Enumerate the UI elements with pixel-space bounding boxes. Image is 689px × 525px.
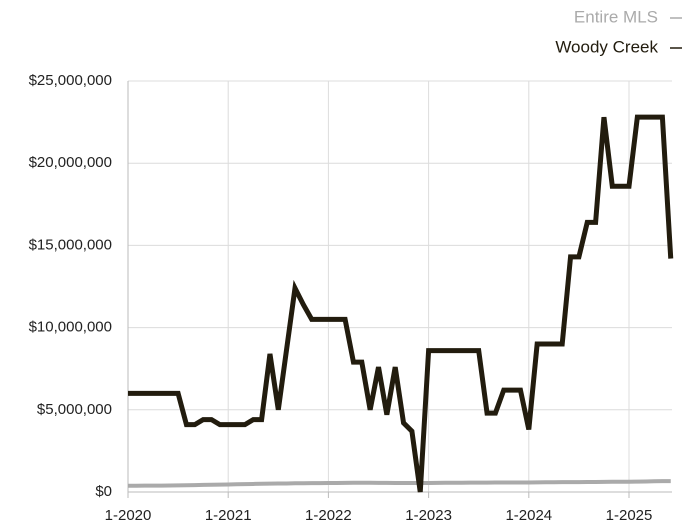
x-tick-label: 1-2020 [105, 507, 152, 524]
x-tick-label: 1-2025 [606, 507, 653, 524]
y-tick-label: $25,000,000 [29, 72, 112, 89]
y-tick-label: $15,000,000 [29, 236, 112, 253]
y-tick-label: $10,000,000 [29, 319, 112, 336]
legend-label: Woody Creek [555, 37, 658, 56]
x-tick-label: 1-2021 [205, 507, 252, 524]
series-line [128, 479, 671, 488]
series-line [128, 114, 674, 493]
x-tick-label: 1-2023 [405, 507, 452, 524]
y-tick-label: $5,000,000 [37, 401, 112, 418]
x-tick-label: 1-2024 [505, 507, 552, 524]
legend-label: Entire MLS [574, 7, 658, 26]
x-tick-label: 1-2022 [305, 507, 352, 524]
y-tick-label: $20,000,000 [29, 154, 112, 171]
y-tick-label: $0 [95, 483, 112, 500]
